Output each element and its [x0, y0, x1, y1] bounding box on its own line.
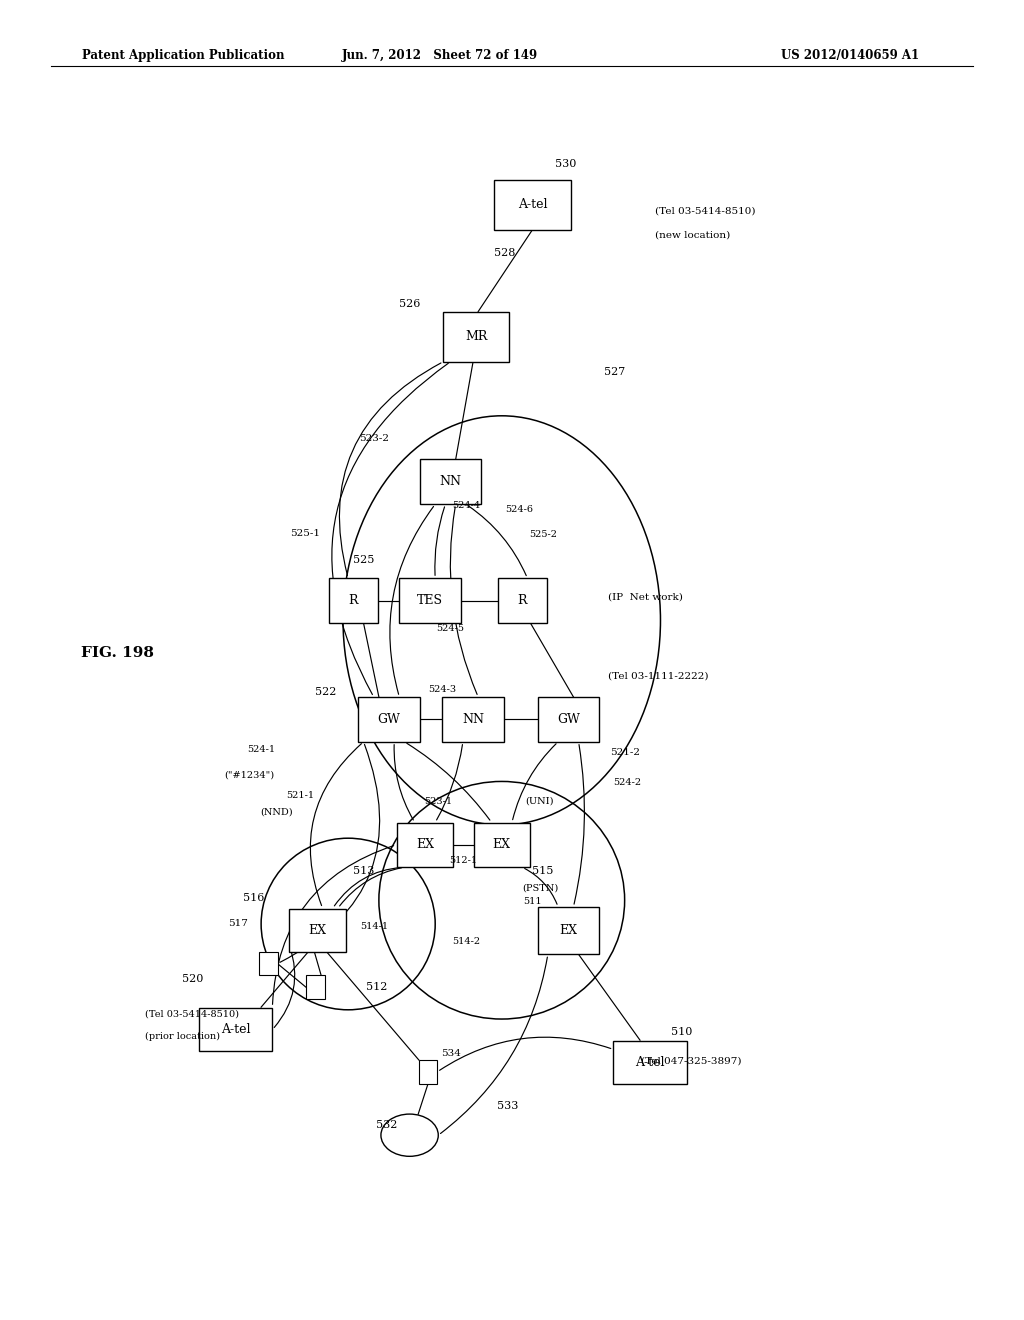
- Text: 526: 526: [399, 298, 420, 309]
- Text: 534: 534: [440, 1049, 461, 1057]
- Text: A-tel: A-tel: [518, 198, 547, 211]
- Text: 512-1: 512-1: [449, 857, 477, 865]
- Text: 524-2: 524-2: [613, 779, 642, 787]
- Text: FIG. 198: FIG. 198: [81, 647, 155, 660]
- Text: Jun. 7, 2012   Sheet 72 of 149: Jun. 7, 2012 Sheet 72 of 149: [342, 49, 539, 62]
- Text: MR: MR: [465, 330, 487, 343]
- Text: 521-2: 521-2: [609, 748, 640, 756]
- FancyBboxPatch shape: [199, 1008, 272, 1051]
- Text: A-tel: A-tel: [636, 1056, 665, 1069]
- Text: 524-1: 524-1: [247, 746, 275, 754]
- FancyBboxPatch shape: [259, 952, 278, 975]
- Text: 523-2: 523-2: [358, 434, 389, 442]
- Text: NN: NN: [462, 713, 484, 726]
- Text: (Tel 03-5414-8510): (Tel 03-5414-8510): [145, 1010, 240, 1018]
- FancyBboxPatch shape: [329, 578, 378, 623]
- Text: 524-3: 524-3: [428, 685, 457, 693]
- Text: 532: 532: [377, 1119, 397, 1130]
- FancyBboxPatch shape: [289, 908, 345, 953]
- Text: GW: GW: [557, 713, 580, 726]
- Text: R: R: [517, 594, 527, 607]
- Text: 515: 515: [532, 866, 553, 876]
- Text: R: R: [348, 594, 358, 607]
- Text: EX: EX: [308, 924, 327, 937]
- FancyBboxPatch shape: [420, 459, 481, 504]
- Text: A-tel: A-tel: [221, 1023, 250, 1036]
- FancyBboxPatch shape: [495, 180, 571, 230]
- Text: 522: 522: [315, 686, 336, 697]
- Text: EX: EX: [559, 924, 578, 937]
- Text: (prior location): (prior location): [145, 1032, 220, 1040]
- Text: GW: GW: [378, 713, 400, 726]
- Text: 514-1: 514-1: [359, 923, 388, 931]
- Text: (IP  Net work): (IP Net work): [608, 593, 683, 601]
- Text: 527: 527: [604, 367, 625, 378]
- Text: 530: 530: [555, 158, 575, 169]
- Text: TES: TES: [417, 594, 443, 607]
- Text: (PSTN): (PSTN): [522, 884, 559, 892]
- Text: 533: 533: [498, 1101, 518, 1111]
- Text: Patent Application Publication: Patent Application Publication: [82, 49, 285, 62]
- FancyBboxPatch shape: [498, 578, 547, 623]
- FancyBboxPatch shape: [473, 824, 530, 867]
- FancyBboxPatch shape: [358, 697, 420, 742]
- Text: 528: 528: [495, 248, 515, 259]
- Text: 517: 517: [227, 920, 248, 928]
- FancyBboxPatch shape: [442, 312, 510, 362]
- Text: 524-4: 524-4: [452, 502, 480, 510]
- Text: 514-2: 514-2: [452, 937, 480, 945]
- Text: 521-1: 521-1: [286, 792, 314, 800]
- Text: 525-1: 525-1: [290, 529, 321, 537]
- Text: 513: 513: [353, 866, 374, 876]
- Text: US 2012/0140659 A1: US 2012/0140659 A1: [781, 49, 919, 62]
- Text: EX: EX: [416, 838, 434, 851]
- Text: 525-2: 525-2: [528, 531, 557, 539]
- FancyBboxPatch shape: [538, 697, 599, 742]
- Text: (new location): (new location): [655, 231, 730, 239]
- FancyBboxPatch shape: [613, 1040, 687, 1085]
- Text: (NND): (NND): [260, 808, 293, 816]
- Text: 516: 516: [244, 892, 264, 903]
- Text: (Tel 03-1111-2222): (Tel 03-1111-2222): [608, 672, 709, 680]
- Text: 520: 520: [182, 974, 203, 985]
- FancyBboxPatch shape: [396, 824, 453, 867]
- FancyBboxPatch shape: [306, 975, 325, 999]
- Text: (Tel 03-5414-8510): (Tel 03-5414-8510): [655, 207, 756, 215]
- FancyBboxPatch shape: [538, 907, 599, 954]
- Text: 524-6: 524-6: [505, 506, 534, 513]
- Text: 510: 510: [672, 1027, 692, 1038]
- Text: 511: 511: [523, 898, 542, 906]
- Ellipse shape: [381, 1114, 438, 1156]
- Text: NN: NN: [439, 475, 462, 488]
- Text: (UNI): (UNI): [525, 797, 554, 805]
- Text: 523-1: 523-1: [424, 797, 453, 805]
- Text: 525: 525: [353, 554, 374, 565]
- Text: (Tel 047-325-3897): (Tel 047-325-3897): [641, 1057, 741, 1065]
- Text: EX: EX: [493, 838, 511, 851]
- FancyBboxPatch shape: [419, 1060, 437, 1084]
- FancyBboxPatch shape: [442, 697, 504, 742]
- Text: ("#1234"): ("#1234"): [224, 771, 273, 779]
- Text: 512: 512: [367, 982, 387, 993]
- FancyBboxPatch shape: [399, 578, 461, 623]
- Text: 524-5: 524-5: [436, 624, 465, 632]
